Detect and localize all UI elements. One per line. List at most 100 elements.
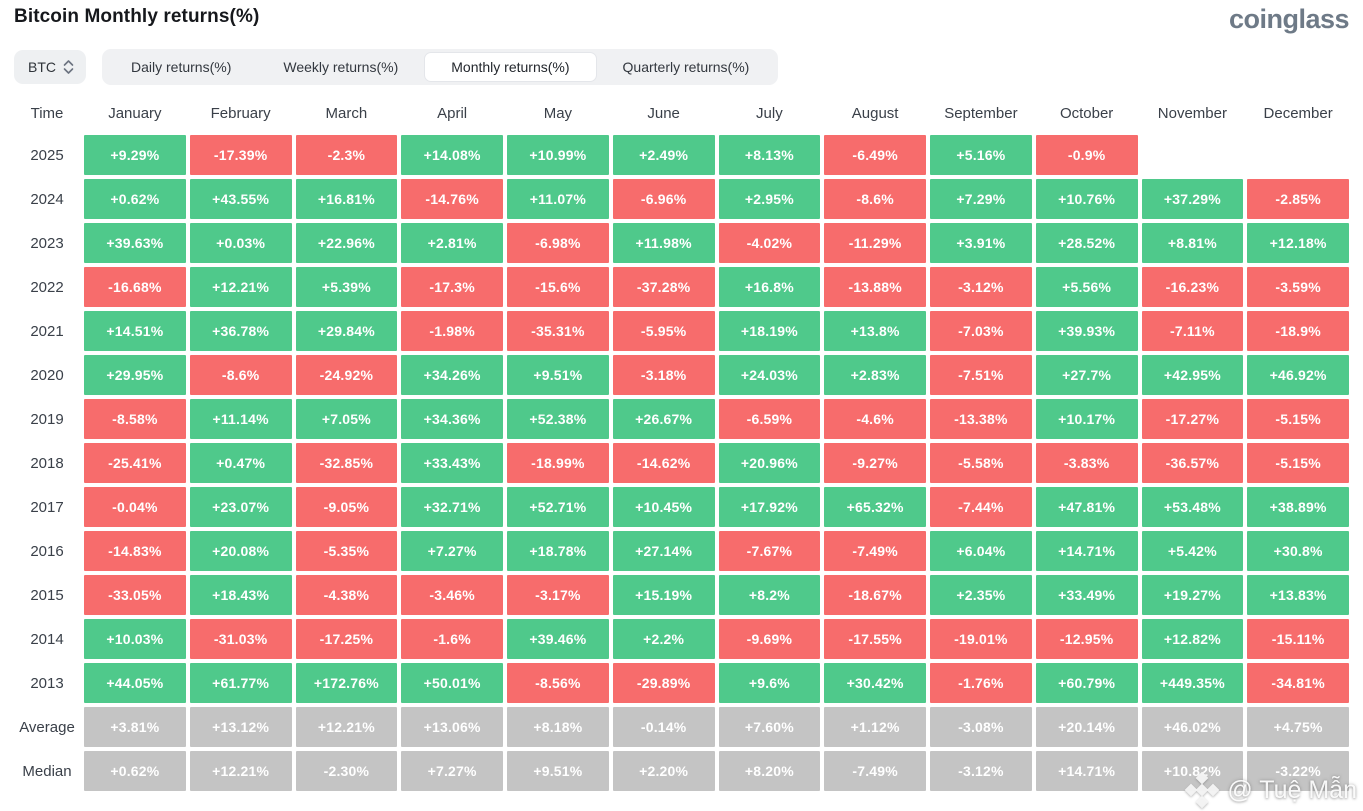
- return-cell: -36.57%: [1141, 443, 1244, 483]
- column-header-time: Time: [30, 104, 64, 122]
- return-cell: +43.55%: [189, 179, 292, 219]
- return-cell: -16.23%: [1141, 267, 1244, 307]
- return-cell: +47.81%: [1035, 487, 1138, 527]
- column-header-february: February: [210, 104, 271, 122]
- row-label: 2020: [30, 366, 64, 384]
- return-cell: -33.05%: [84, 575, 186, 615]
- return-cell: +2.81%: [401, 223, 503, 263]
- return-cell: +34.36%: [401, 399, 503, 439]
- return-cell: -19.01%: [930, 619, 1032, 659]
- return-cell: -14.83%: [84, 531, 186, 571]
- row-label: 2014: [30, 630, 64, 648]
- return-cell: +1.12%: [824, 707, 926, 747]
- return-cell: +10.76%: [1035, 179, 1138, 219]
- return-cell: -34.81%: [1247, 663, 1349, 703]
- return-cell: +38.89%: [1247, 487, 1349, 527]
- return-cell: +52.71%: [507, 487, 609, 527]
- return-cell: -15.11%: [1247, 619, 1349, 659]
- coinglass-logo: coinglass: [1228, 4, 1350, 34]
- tab-weekly[interactable]: Weekly returns(%): [257, 52, 424, 82]
- return-cell: +20.96%: [718, 443, 821, 483]
- return-cell: -31.03%: [189, 619, 292, 659]
- return-cell: +33.43%: [401, 443, 503, 483]
- return-cell: +46.02%: [1141, 707, 1244, 747]
- return-cell: +15.19%: [612, 575, 715, 615]
- return-cell: -5.58%: [930, 443, 1032, 483]
- column-header-november: November: [1157, 104, 1227, 122]
- topbar: Bitcoin Monthly returns(%) coinglass: [0, 0, 1363, 33]
- table-body: 2025 +9.29% -17.39% -2.3% +14.08% +10.99% +2.4…: [14, 135, 1349, 791]
- return-cell: -32.85%: [295, 443, 398, 483]
- return-cell: +65.32%: [824, 487, 926, 527]
- return-cell: +8.18%: [507, 707, 609, 747]
- return-cell: -5.35%: [295, 531, 398, 571]
- row-label: 2022: [30, 278, 64, 296]
- row-label: Average: [19, 718, 75, 736]
- return-cell: -37.28%: [612, 267, 715, 307]
- return-cell: +46.92%: [1247, 355, 1349, 395]
- return-cell: -18.9%: [1247, 311, 1349, 351]
- return-cell: -17.27%: [1141, 399, 1244, 439]
- row-label: 2018: [30, 454, 64, 472]
- return-cell: +13.06%: [401, 707, 503, 747]
- return-cell: +7.05%: [295, 399, 398, 439]
- row-label: 2017: [30, 498, 64, 516]
- return-cell: +61.77%: [189, 663, 292, 703]
- return-cell: +0.47%: [189, 443, 292, 483]
- tab-monthly[interactable]: Monthly returns(%): [424, 52, 597, 82]
- return-cell: -13.38%: [930, 399, 1032, 439]
- return-cell: +9.29%: [84, 135, 186, 175]
- tab-daily[interactable]: Daily returns(%): [105, 52, 257, 82]
- return-cell: +19.27%: [1141, 575, 1244, 615]
- row-label: 2016: [30, 542, 64, 560]
- return-cell: +10.45%: [612, 487, 715, 527]
- return-cell: +9.51%: [507, 355, 609, 395]
- return-cell: +60.79%: [1035, 663, 1138, 703]
- return-cell: -2.30%: [295, 751, 398, 791]
- return-cell: +30.42%: [824, 663, 926, 703]
- return-cell: +12.21%: [189, 751, 292, 791]
- return-cell: -6.96%: [612, 179, 715, 219]
- row-label: Median: [22, 762, 72, 780]
- return-cell: -8.6%: [824, 179, 926, 219]
- return-cell: +11.07%: [507, 179, 609, 219]
- return-cell: -8.56%: [507, 663, 609, 703]
- return-cell: -3.08%: [930, 707, 1032, 747]
- return-cell: -9.27%: [824, 443, 926, 483]
- column-header-march: March: [325, 104, 368, 122]
- return-cell: -29.89%: [612, 663, 715, 703]
- return-cell: +0.03%: [189, 223, 292, 263]
- symbol-selector-label: BTC: [28, 59, 56, 75]
- tab-quarterly[interactable]: Quarterly returns(%): [597, 52, 776, 82]
- return-cell: -1.98%: [401, 311, 503, 351]
- return-cell: -5.95%: [612, 311, 715, 351]
- return-cell: -7.51%: [930, 355, 1032, 395]
- return-cell: -3.17%: [507, 575, 609, 615]
- return-cell: +39.46%: [507, 619, 609, 659]
- return-cell: +12.21%: [189, 267, 292, 307]
- return-cell: -15.6%: [507, 267, 609, 307]
- return-cell: +17.92%: [718, 487, 821, 527]
- return-cell: +7.60%: [718, 707, 821, 747]
- column-header-july: July: [756, 104, 783, 122]
- return-cell: +39.63%: [84, 223, 186, 263]
- row-label: 2023: [30, 234, 64, 252]
- return-cell: +2.49%: [612, 135, 715, 175]
- return-cell: -8.58%: [84, 399, 186, 439]
- return-cell: +14.51%: [84, 311, 186, 351]
- return-cell: -7.11%: [1141, 311, 1244, 351]
- return-cell: +0.62%: [84, 751, 186, 791]
- return-cell: +12.21%: [295, 707, 398, 747]
- return-cell: -2.85%: [1247, 179, 1349, 219]
- return-cell: +3.91%: [930, 223, 1032, 263]
- return-cell: +36.78%: [189, 311, 292, 351]
- table-row-median: Median +0.62% +12.21% -2.30% +7.27% +9.51% +2.…: [14, 751, 1349, 791]
- return-cell: +5.56%: [1035, 267, 1138, 307]
- return-cell: -9.05%: [295, 487, 398, 527]
- symbol-selector[interactable]: BTC: [14, 50, 86, 84]
- return-cell: +8.2%: [718, 575, 821, 615]
- return-cell: +14.71%: [1035, 751, 1138, 791]
- return-cell: -17.39%: [189, 135, 292, 175]
- return-cell: -3.18%: [612, 355, 715, 395]
